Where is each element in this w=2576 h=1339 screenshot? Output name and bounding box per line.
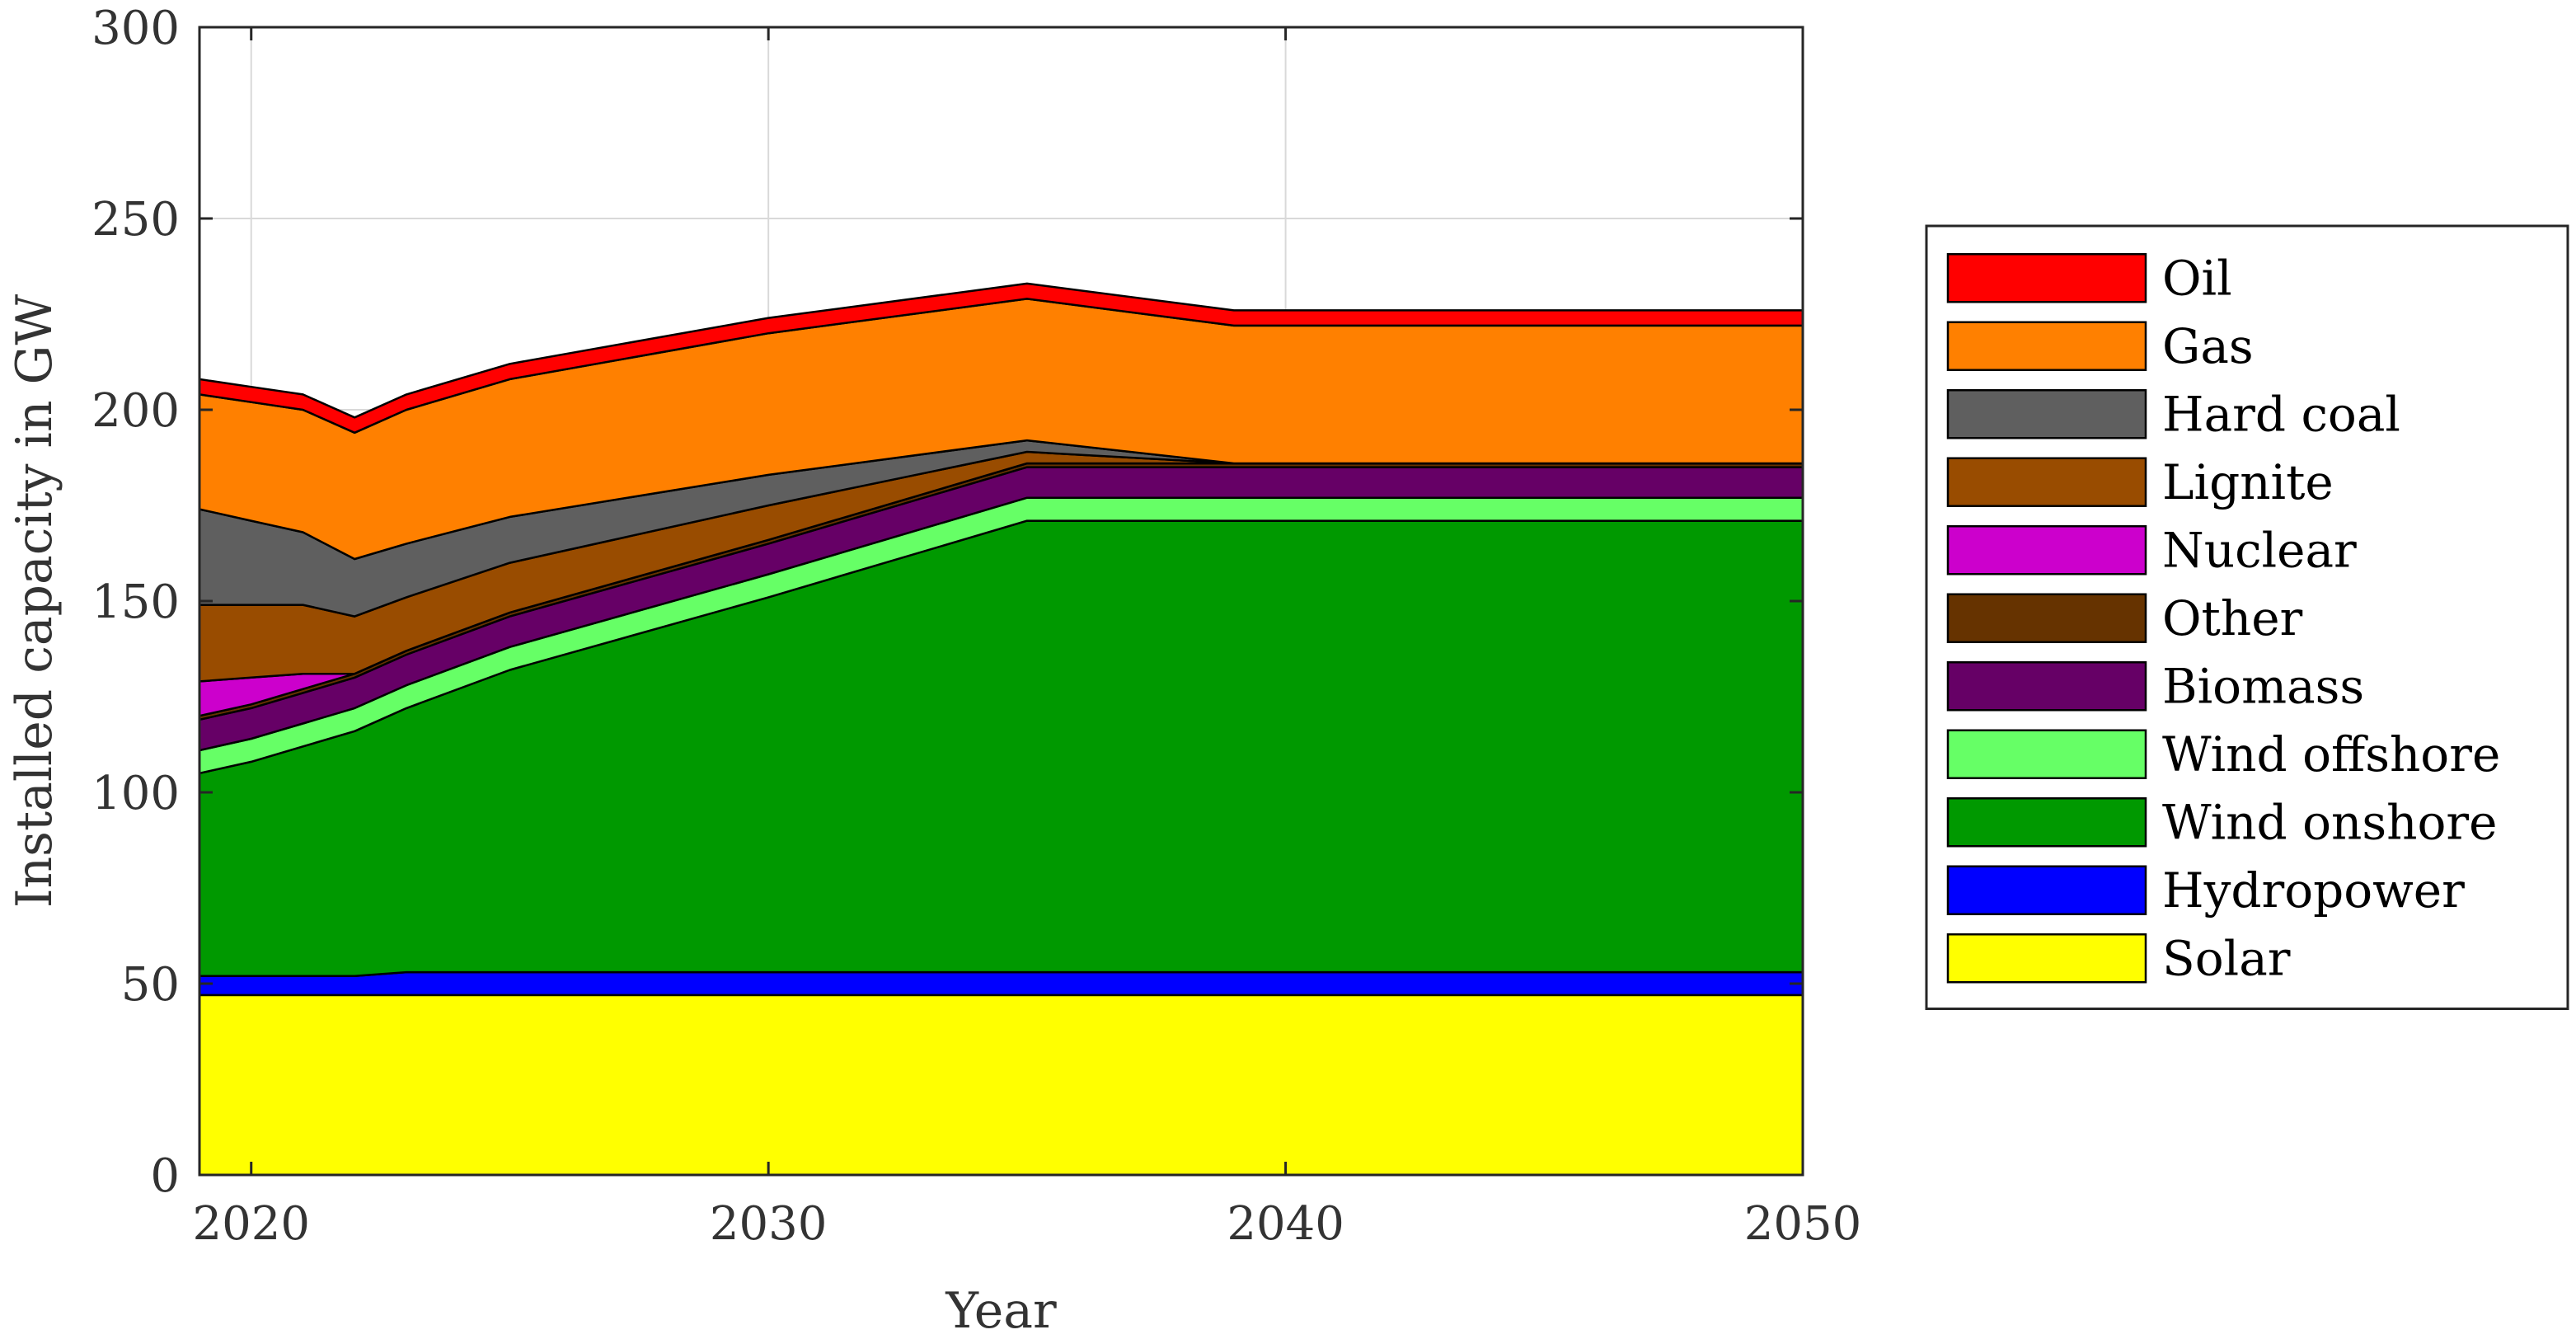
area-hydropower <box>198 970 1804 997</box>
legend-label-oil: Oil <box>2162 250 2232 306</box>
legend-swatch-lignite <box>1946 457 2147 507</box>
legend-label-biomass: Biomass <box>2162 658 2364 714</box>
legend-label-wind-onshore: Wind onshore <box>2162 794 2497 850</box>
y-tick-label: 300 <box>91 2 180 55</box>
x-tick-label: 2050 <box>1744 1197 1862 1251</box>
legend-label-gas: Gas <box>2162 318 2254 374</box>
legend-label-nuclear: Nuclear <box>2162 522 2357 578</box>
area-solar <box>198 994 1804 1177</box>
x-axis-title: Year <box>945 1282 1057 1339</box>
legend-swatch-biomass <box>1946 661 2147 712</box>
legend-swatch-nuclear <box>1946 525 2147 576</box>
axes: 2020 2030 2040 2050 0 50 100 150 200 250 300 Year In… <box>6 2 1861 1339</box>
y-tick-label: 50 <box>121 958 180 1012</box>
legend-swatch-wind-offshore <box>1946 729 2147 779</box>
x-tick-label: 2040 <box>1227 1197 1344 1251</box>
legend-swatch-hydropower <box>1946 865 2147 915</box>
area-series <box>198 282 1804 1177</box>
legend-swatch-solar <box>1946 933 2147 984</box>
legend-swatch-other <box>1946 593 2147 643</box>
legend-swatch-hard-coal <box>1946 389 2147 439</box>
legend-label-solar: Solar <box>2162 930 2291 986</box>
y-axis-title: Installed capacity in GW <box>6 294 63 909</box>
y-tick-label: 250 <box>91 193 180 247</box>
legend: Oil Gas Hard coal Lignite Nuclear Other Biomas… <box>1925 224 2569 1010</box>
legend-label-hydropower: Hydropower <box>2162 862 2465 919</box>
legend-swatch-gas <box>1946 321 2147 371</box>
x-tick-label: 2020 <box>192 1197 310 1251</box>
legend-label-other: Other <box>2162 590 2303 646</box>
y-tick-label: 100 <box>91 767 180 820</box>
legend-label-wind-offshore: Wind offshore <box>2162 726 2500 782</box>
y-tick-label: 150 <box>91 576 180 629</box>
y-tick-label: 0 <box>150 1149 180 1203</box>
legend-label-lignite: Lignite <box>2162 454 2334 510</box>
y-tick-label: 200 <box>91 384 180 438</box>
x-tick-label: 2030 <box>710 1197 828 1251</box>
legend-swatch-wind-onshore <box>1946 797 2147 848</box>
legend-swatch-oil <box>1946 253 2147 303</box>
legend-label-hard-coal: Hard coal <box>2162 386 2400 442</box>
